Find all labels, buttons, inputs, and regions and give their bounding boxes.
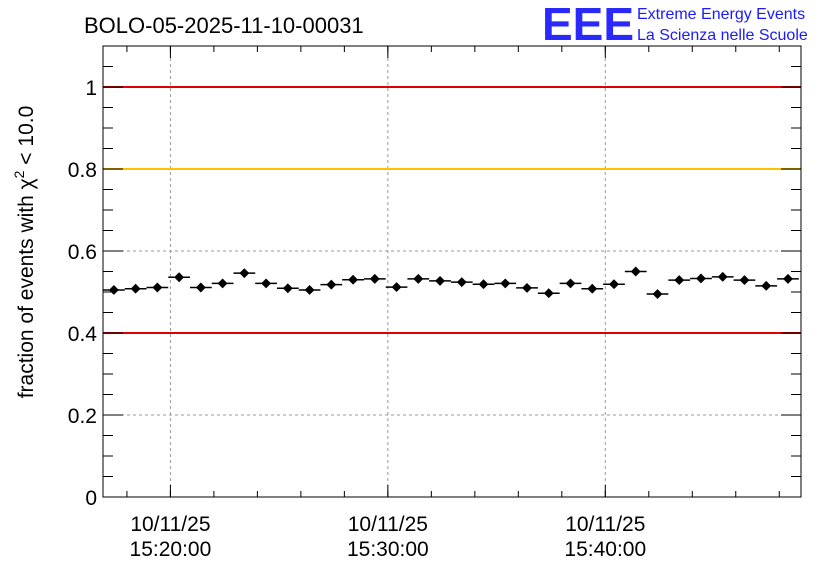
data-point (124, 283, 147, 294)
marker (195, 282, 206, 293)
marker (630, 266, 641, 277)
data-point (559, 278, 582, 289)
y-tick-label: 0.2 (68, 405, 97, 428)
marker (717, 271, 728, 282)
eee-logo-line2: La Scienza nelle Scuole (637, 27, 808, 44)
data-point (363, 273, 386, 284)
data-point (777, 273, 799, 284)
data-point (429, 275, 451, 286)
data-point (733, 275, 756, 286)
marker (304, 285, 315, 295)
data-point (537, 288, 560, 299)
marker (282, 283, 293, 294)
marker (739, 275, 750, 286)
marker (435, 275, 445, 286)
x-tick-labels: 10/11/2515:20:0010/11/2515:30:0010/11/25… (130, 513, 647, 561)
data-point (690, 273, 712, 284)
data-point (211, 278, 234, 289)
data-point (755, 280, 778, 291)
plot-border (102, 45, 802, 498)
eee-logo: EEE Extreme Energy Events La Scienza nel… (542, 0, 808, 50)
data-point (581, 283, 604, 294)
data-point (450, 277, 473, 288)
plot-frame (102, 45, 802, 498)
marker (500, 278, 511, 289)
y-tick-label: 1 (85, 77, 97, 100)
y-tick-label: 0 (85, 487, 97, 510)
data-point (646, 289, 669, 299)
data-point (516, 282, 538, 293)
marker (522, 282, 532, 293)
marker (543, 288, 554, 299)
data-point (494, 278, 517, 289)
marker (239, 268, 250, 279)
marker (652, 289, 663, 299)
marker (587, 283, 598, 294)
eee-logo-line1: Extreme Energy Events (637, 6, 805, 23)
data-point (276, 283, 299, 294)
marker (348, 274, 359, 285)
data-point (472, 279, 495, 290)
data-point (668, 275, 691, 286)
marker (130, 283, 141, 294)
marker (696, 273, 706, 284)
data-point (342, 274, 364, 285)
chart-title: BOLO-05-2025-11-10-00031 (84, 13, 364, 38)
data-point (711, 271, 734, 282)
marker (217, 278, 228, 289)
marker (108, 285, 119, 295)
y-tick-label: 0.8 (68, 159, 97, 182)
reference-lines (103, 86, 801, 334)
data-point (320, 279, 343, 290)
marker (174, 272, 185, 283)
data-point (255, 278, 277, 289)
y-tick-label: 0.4 (68, 323, 98, 346)
marker (674, 275, 685, 286)
data-point (298, 285, 321, 295)
eee-logo-mark: EEE (542, 0, 634, 50)
marker (609, 279, 619, 290)
data-point (624, 266, 647, 277)
x-tick-label-time: 15:20:00 (130, 538, 212, 561)
marker (783, 273, 793, 284)
x-tick-label-date: 10/11/25 (348, 513, 428, 536)
y-tick-labels: 0 0.2 0.4 0.6 0.8 1 (68, 77, 98, 510)
axis-ticks (103, 45, 801, 498)
data-point (407, 273, 430, 284)
x-tick-label-date: 10/11/25 (130, 513, 210, 536)
data-point (189, 282, 212, 293)
data-point (146, 282, 169, 293)
marker (478, 279, 489, 290)
marker (152, 282, 163, 293)
data-point (168, 272, 190, 283)
marker (391, 282, 402, 293)
x-tick-label-time: 15:30:00 (347, 538, 429, 561)
marker (456, 277, 467, 288)
marker (369, 273, 380, 284)
marker (761, 280, 772, 291)
data-point (233, 268, 256, 279)
marker (326, 279, 337, 290)
data-point (603, 279, 625, 290)
y-axis-label: fraction of events with χ2 < 10.0 (11, 106, 38, 399)
data-point (385, 282, 408, 293)
marker (413, 273, 424, 284)
marker (565, 278, 576, 289)
x-tick-label-date: 10/11/25 (565, 513, 645, 536)
data-points (103, 266, 799, 299)
y-tick-label: 0.6 (68, 241, 97, 264)
marker (261, 278, 272, 289)
x-tick-label-time: 15:40:00 (564, 538, 646, 561)
data-point (103, 285, 125, 295)
grid-lines (103, 46, 801, 497)
